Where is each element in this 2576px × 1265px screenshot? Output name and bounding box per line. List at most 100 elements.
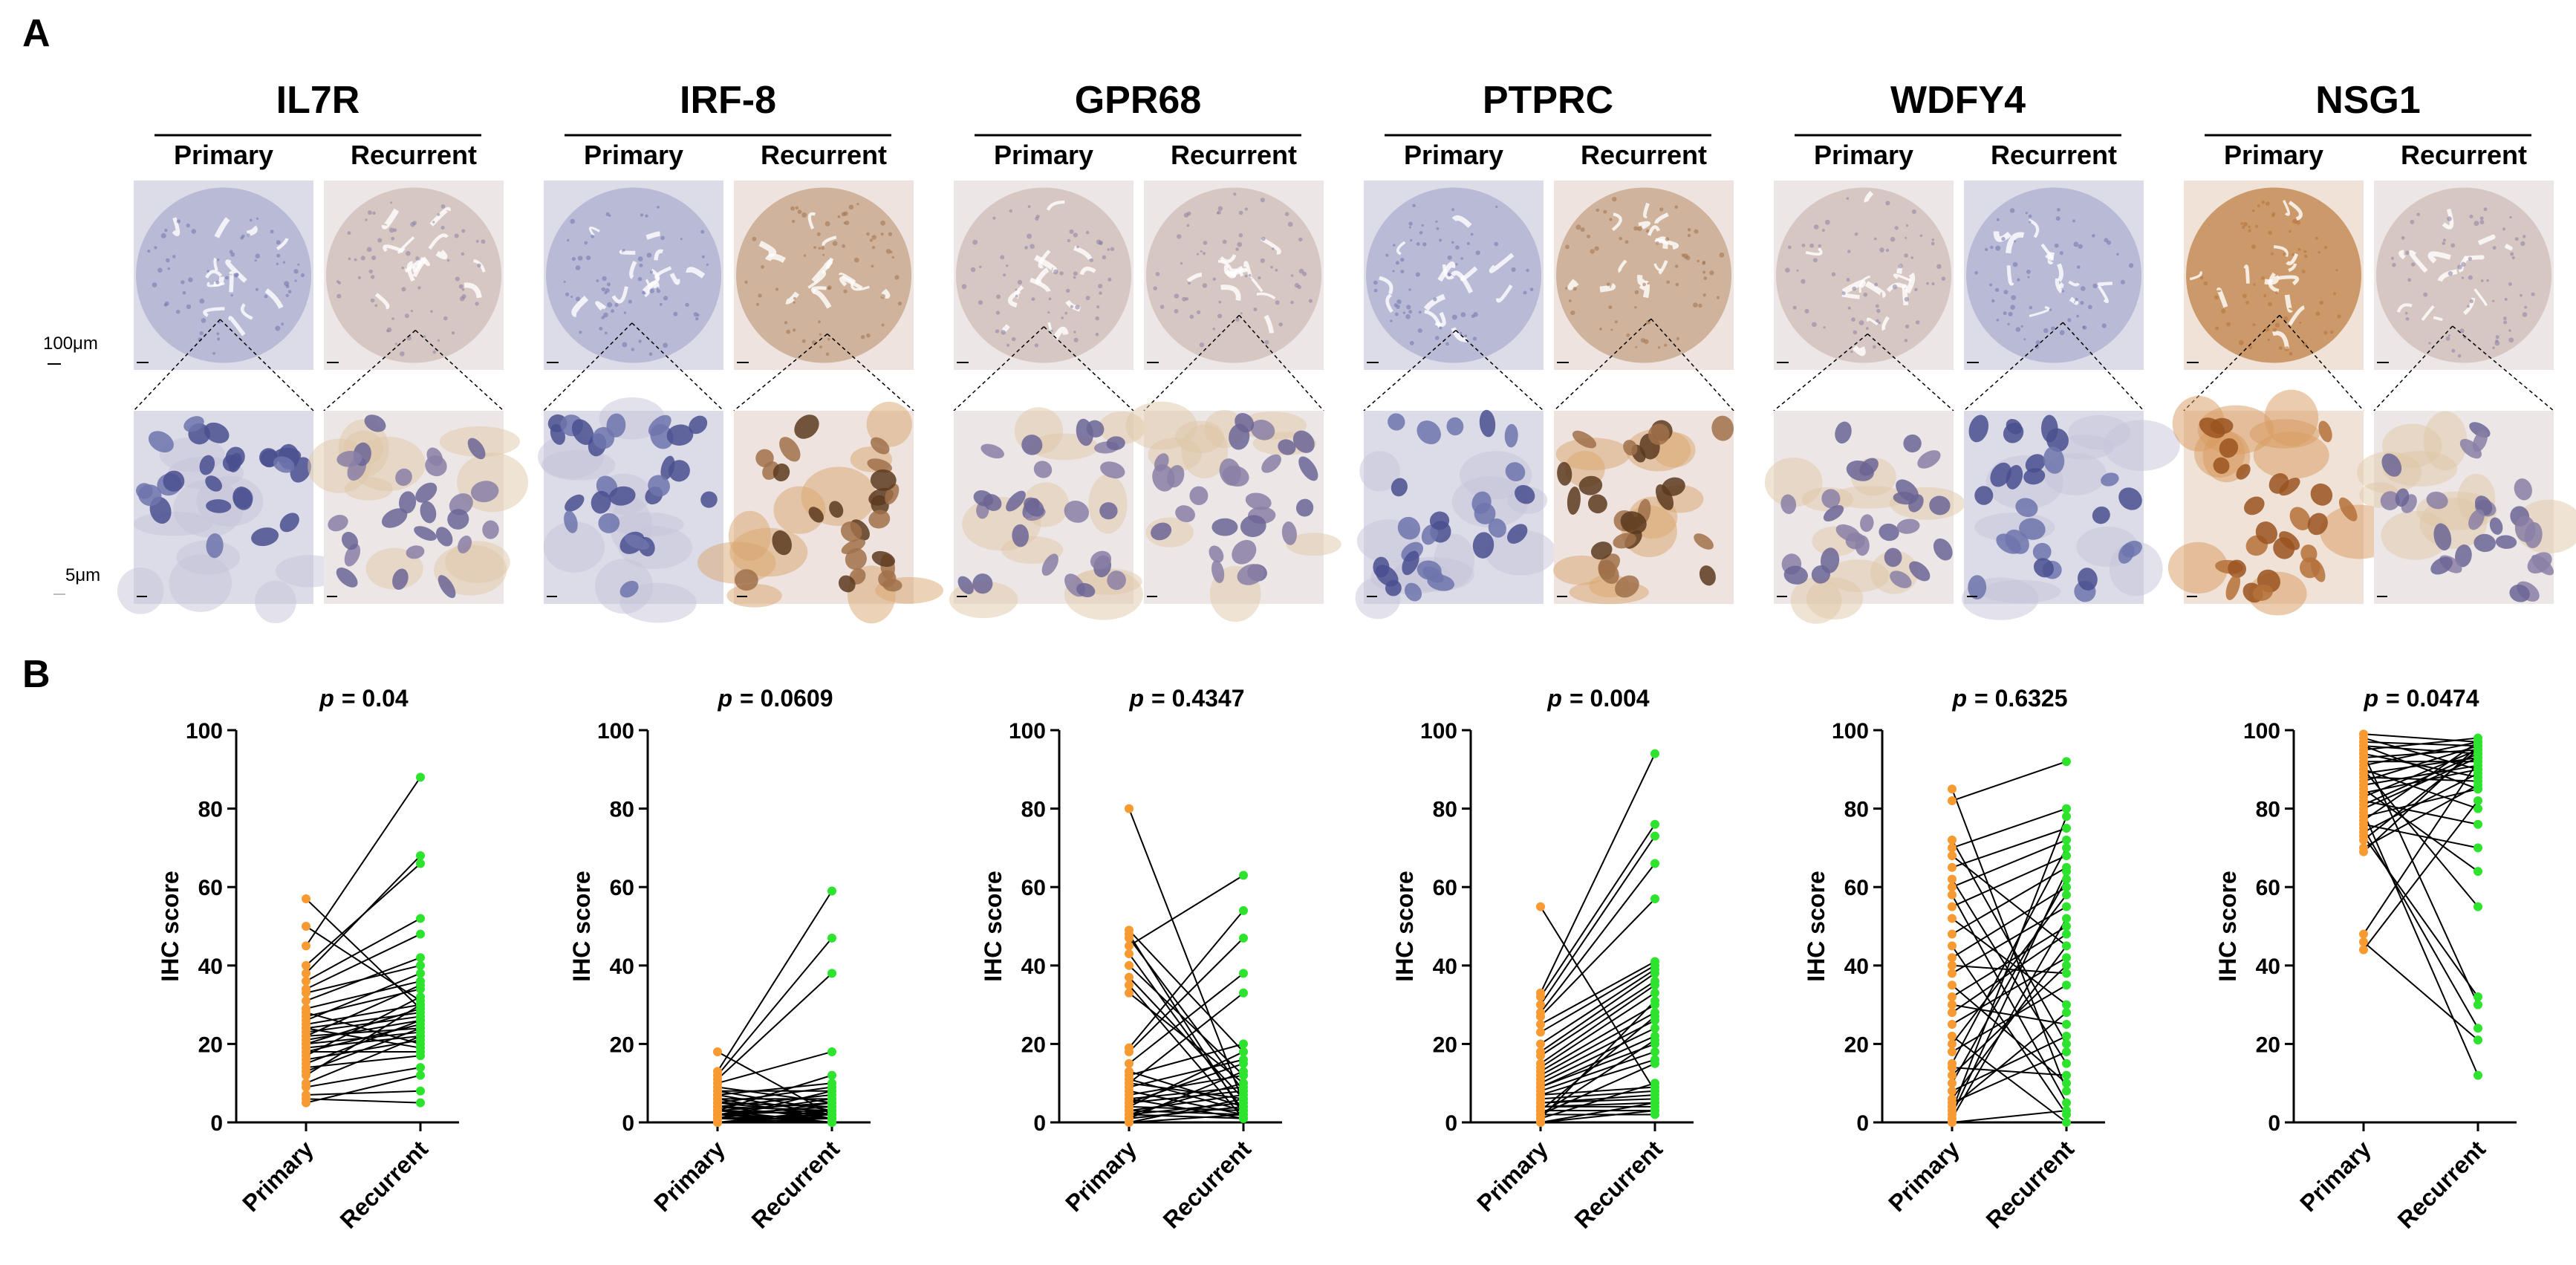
pair-line [1540, 960, 1656, 1025]
recurrent-point [2473, 902, 2482, 911]
recurrent-point [2062, 874, 2071, 884]
primary-point [1948, 981, 1957, 990]
recurrent-point [1650, 988, 1659, 998]
p-prefix: p [718, 685, 733, 712]
primary-point [1536, 992, 1545, 1002]
pair-line [1951, 839, 2067, 1044]
pair-line [1951, 807, 2067, 849]
p-prefix: p [2364, 685, 2379, 712]
primary-point [1948, 851, 1957, 860]
recurrent-point [1650, 749, 1659, 758]
recurrent-point [1650, 981, 1659, 990]
recurrent-point [2062, 1039, 2071, 1049]
primary-point [302, 988, 310, 998]
y-tick-label: 60 [198, 876, 223, 900]
pair-line [1951, 957, 2067, 1025]
pair-line [2363, 827, 2479, 1029]
primary-point [713, 1118, 722, 1127]
pair-line [305, 1074, 421, 1104]
group-label-recurrent: Recurrent [351, 140, 477, 170]
pair-line [1540, 835, 1656, 1006]
magnified-tissue-recurrent [1962, 411, 2180, 620]
pair-line [1128, 1070, 1244, 1119]
magnified-tissue-primary [949, 407, 1145, 620]
p-prefix: p [1129, 685, 1145, 712]
gene-title: NSG1 [2315, 79, 2421, 122]
y-tick-label: 100 [1832, 719, 1869, 744]
gene-title: IRF-8 [680, 79, 776, 122]
recurrent-point [2062, 941, 2071, 951]
recurrent-point [416, 1031, 425, 1041]
primary-point [302, 969, 310, 978]
x-category-label: Primary [1883, 1135, 1965, 1217]
pair-line [1951, 945, 2067, 1116]
pair-line [1540, 753, 1656, 994]
x-category-label: Recurrent [1570, 1135, 1668, 1234]
pair-line [1540, 992, 1656, 1068]
recurrent-point [1239, 1047, 1248, 1056]
marker-block: PTPRC Primary Recurrent [1355, 79, 1734, 620]
x-category-label: Recurrent [1981, 1135, 2080, 1234]
recurrent-point [827, 886, 836, 896]
pair-line [1951, 866, 2067, 935]
zoom-line [733, 333, 828, 412]
tissue-thumbnail-recurrent [324, 181, 504, 370]
y-tick-label: 60 [610, 876, 634, 900]
recurrent-point [2062, 1079, 2071, 1088]
primary-point [302, 996, 310, 1006]
gene-title: WDFY4 [1890, 79, 2026, 122]
recurrent-point [2062, 1047, 2071, 1056]
zoom-line [1867, 333, 1954, 412]
y-tick-label: 60 [2256, 876, 2280, 900]
pair-line [1540, 981, 1656, 1057]
primary-point [1948, 1020, 1957, 1029]
primary-point [1536, 1012, 1545, 1021]
primary-point [1948, 969, 1957, 978]
pair-line [1951, 761, 2067, 801]
primary-point [1948, 914, 1957, 923]
recurrent-point [2062, 1058, 2071, 1068]
group-label-primary: Primary [1404, 140, 1503, 170]
pair-line [1951, 933, 2067, 1013]
pair-line [1128, 1105, 1244, 1119]
recurrent-point [1650, 996, 1659, 1006]
primary-point [1536, 902, 1545, 911]
y-tick-label: 80 [2256, 798, 2280, 822]
pair-line [717, 1102, 833, 1119]
pair-line [305, 1015, 421, 1033]
marker-block: GPR68 Primary Recurrent [949, 79, 1341, 622]
y-tick-label: 60 [1021, 876, 1046, 900]
recurrent-point [1650, 1098, 1659, 1108]
gene-title: IL7R [276, 79, 360, 122]
pair-line [305, 855, 421, 975]
pair-line [1951, 965, 2067, 1076]
p-value: = 0.4347 [1151, 685, 1244, 712]
recurrent-point [2062, 1000, 2071, 1009]
y-tick-label: 100 [597, 719, 634, 744]
primary-point [1125, 1058, 1133, 1068]
primary-point [1125, 941, 1133, 951]
x-category-label: Primary [648, 1135, 730, 1217]
zoom-line [2452, 325, 2554, 412]
pair-line [1128, 972, 1244, 1064]
zoom-line [2183, 314, 2280, 412]
pair-line [305, 917, 421, 982]
recurrent-point [1239, 905, 1248, 915]
x-category-label: Primary [1471, 1135, 1553, 1217]
recurrent-point [827, 1110, 836, 1119]
pair-line [2363, 745, 2479, 790]
pair-line [305, 1090, 421, 1096]
recurrent-point [827, 933, 836, 943]
y-tick-label: 80 [1844, 798, 1869, 822]
pair-line [1540, 1012, 1656, 1076]
gene-title: PTPRC [1483, 79, 1613, 122]
pair-line [2363, 835, 2479, 998]
y-tick-label: 20 [198, 1033, 223, 1057]
y-tick-label: 80 [610, 798, 634, 822]
primary-point [2359, 937, 2368, 947]
magnified-tissue-primary [117, 411, 344, 623]
pair-line [1128, 1113, 1244, 1123]
recurrent-point [2473, 796, 2482, 806]
recurrent-point [827, 1070, 836, 1080]
